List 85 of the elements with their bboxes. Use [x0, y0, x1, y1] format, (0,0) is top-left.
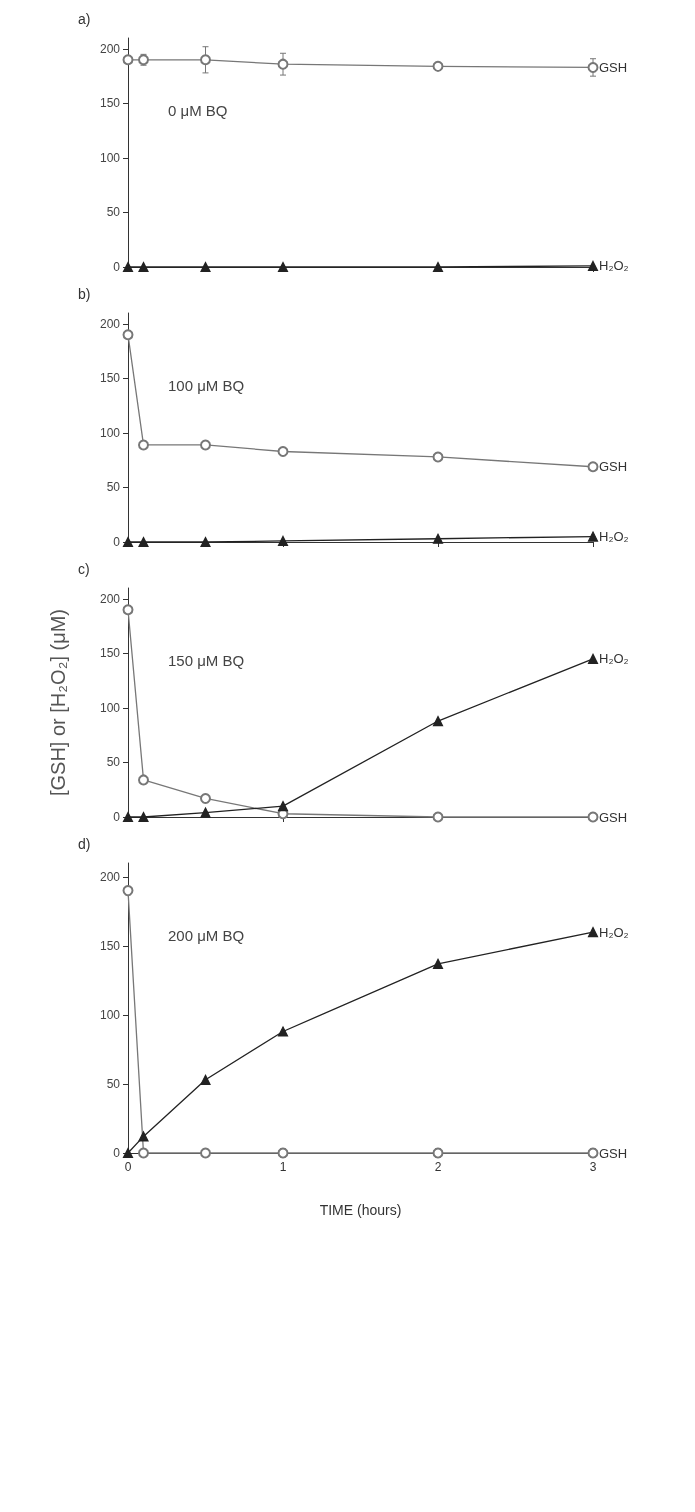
x-tick-label: 2 — [434, 1160, 442, 1174]
point — [587, 61, 599, 73]
point — [138, 1147, 149, 1159]
y-tick-label: 200 — [99, 41, 121, 56]
point — [432, 261, 444, 273]
point — [122, 261, 134, 273]
series-label: GSH — [599, 1145, 628, 1161]
point — [122, 536, 134, 548]
point — [587, 653, 599, 664]
point — [200, 807, 211, 818]
point — [200, 54, 211, 66]
annotation: 200 μM BQ — [168, 927, 245, 944]
point — [138, 811, 149, 823]
x-tick-label: 3 — [589, 1160, 597, 1174]
chart-title: a) — [78, 11, 91, 27]
point — [277, 801, 289, 812]
point — [587, 531, 599, 542]
point — [587, 260, 599, 272]
series-label: H₂O₂ — [599, 924, 629, 940]
chart-title: b) — [78, 286, 91, 302]
point — [587, 811, 599, 823]
series-label: H₂O₂ — [599, 258, 629, 274]
y-tick-label: 150 — [99, 938, 121, 953]
point — [200, 1147, 211, 1159]
point — [122, 811, 134, 823]
point — [432, 811, 444, 823]
point — [122, 1147, 134, 1159]
y-tick-label: 150 — [99, 371, 121, 386]
y-tick-label: 100 — [99, 700, 121, 715]
point — [200, 261, 211, 273]
point — [122, 329, 134, 341]
y-axis-title: [GSH] or [H₂O₂] (μM) — [47, 608, 69, 797]
x-tick-label: 0 — [124, 1160, 132, 1174]
series-label: GSH — [599, 59, 628, 75]
annotation: 150 μM BQ — [168, 652, 245, 669]
y-tick-label: 100 — [99, 1007, 121, 1022]
point — [138, 774, 149, 786]
y-tick-label: 100 — [99, 425, 121, 440]
y-tick-label: 0 — [113, 810, 121, 824]
point — [432, 958, 444, 969]
x-tick-label: 1 — [279, 1160, 287, 1174]
y-tick-label: 50 — [106, 205, 121, 220]
point — [122, 604, 134, 616]
y-tick-label: 50 — [106, 1076, 121, 1091]
point — [432, 715, 444, 727]
chart-title: d) — [78, 836, 91, 852]
annotation: 0 μM BQ — [168, 102, 228, 119]
point — [587, 926, 599, 938]
series-label: GSH — [599, 809, 628, 825]
point — [277, 445, 289, 457]
y-tick-label: 200 — [99, 869, 121, 884]
point — [432, 451, 444, 463]
point — [277, 1026, 289, 1037]
point — [587, 461, 599, 473]
point — [138, 261, 149, 273]
y-tick-label: 200 — [99, 591, 121, 606]
point — [200, 536, 211, 548]
point — [277, 261, 289, 273]
y-tick-label: 100 — [99, 150, 121, 165]
y-tick-label: 0 — [113, 260, 121, 274]
point — [122, 885, 134, 897]
point — [138, 439, 149, 451]
chart-title: c) — [78, 561, 90, 577]
point — [432, 533, 444, 544]
y-tick-label: 50 — [106, 480, 121, 495]
series-label: H₂O₂ — [599, 651, 629, 667]
point — [200, 439, 211, 451]
y-tick-label: 0 — [113, 1146, 121, 1160]
y-tick-label: 0 — [113, 535, 121, 549]
point — [277, 535, 289, 547]
y-tick-label: 50 — [106, 755, 121, 770]
x-axis-title: TIME (hours) — [319, 1202, 402, 1218]
series-label: GSH — [599, 459, 628, 475]
y-tick-label: 150 — [99, 96, 121, 111]
point — [138, 536, 149, 548]
point — [122, 54, 134, 66]
point — [432, 60, 444, 72]
point — [138, 1131, 149, 1142]
series-label: H₂O₂ — [599, 529, 629, 545]
point — [200, 1074, 211, 1085]
point — [200, 792, 211, 804]
y-tick-label: 200 — [99, 316, 121, 331]
annotation: 100 μM BQ — [168, 377, 245, 394]
y-tick-label: 150 — [99, 646, 121, 661]
point — [277, 58, 289, 70]
